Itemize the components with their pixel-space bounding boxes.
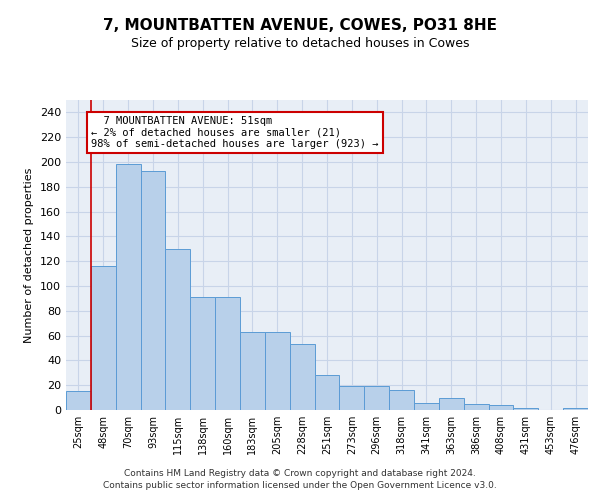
Bar — [314, 376, 340, 410]
Text: Contains HM Land Registry data © Crown copyright and database right 2024.: Contains HM Land Registry data © Crown c… — [124, 468, 476, 477]
Bar — [166, 249, 190, 410]
Bar — [190, 297, 215, 410]
Text: Size of property relative to detached houses in Cowes: Size of property relative to detached ho… — [131, 38, 469, 51]
Text: Contains public sector information licensed under the Open Government Licence v3: Contains public sector information licen… — [103, 481, 497, 490]
Bar — [290, 344, 314, 410]
Bar — [116, 164, 140, 410]
Bar — [340, 386, 364, 410]
Bar — [66, 392, 91, 410]
Bar — [265, 332, 290, 410]
Bar — [488, 405, 514, 410]
Bar — [364, 386, 389, 410]
Bar — [215, 297, 240, 410]
Text: 7 MOUNTBATTEN AVENUE: 51sqm
← 2% of detached houses are smaller (21)
98% of semi: 7 MOUNTBATTEN AVENUE: 51sqm ← 2% of deta… — [91, 116, 379, 150]
Bar — [464, 404, 488, 410]
Text: 7, MOUNTBATTEN AVENUE, COWES, PO31 8HE: 7, MOUNTBATTEN AVENUE, COWES, PO31 8HE — [103, 18, 497, 32]
Y-axis label: Number of detached properties: Number of detached properties — [25, 168, 34, 342]
Bar — [91, 266, 116, 410]
Bar — [140, 170, 166, 410]
Bar — [389, 390, 414, 410]
Bar — [563, 408, 588, 410]
Bar — [240, 332, 265, 410]
Bar — [514, 408, 538, 410]
Bar — [439, 398, 464, 410]
Bar — [414, 402, 439, 410]
